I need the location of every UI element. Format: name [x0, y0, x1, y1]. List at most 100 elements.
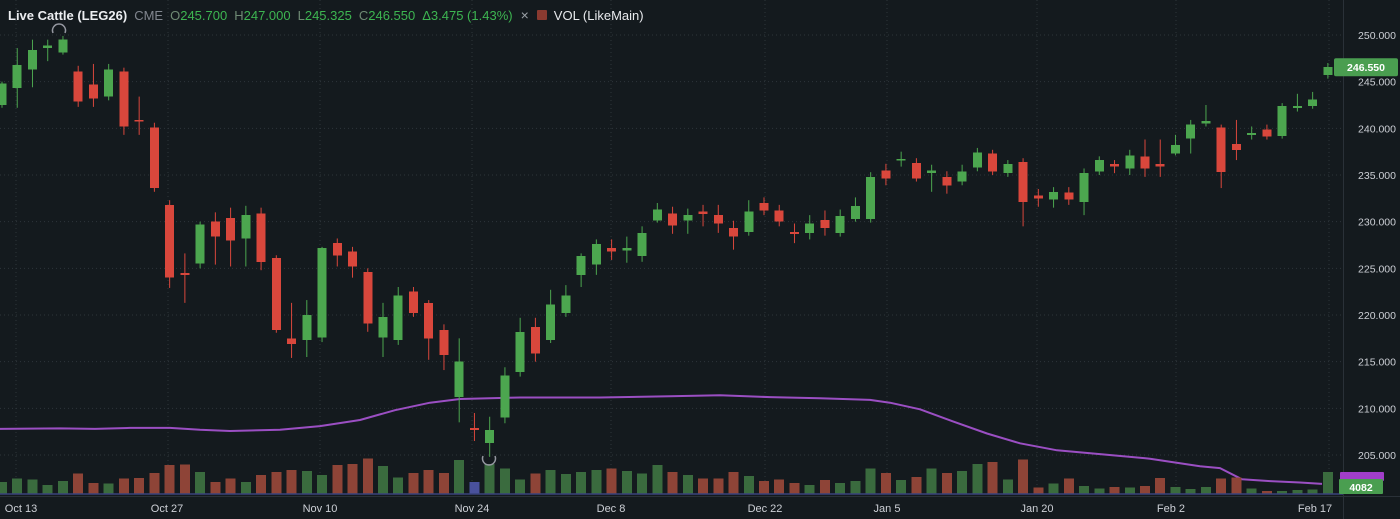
volume-bar — [560, 474, 571, 494]
candle — [378, 302, 388, 357]
volume-bar — [317, 475, 328, 494]
candle — [1170, 134, 1180, 156]
candle — [759, 197, 769, 216]
candle — [317, 246, 327, 343]
candle — [119, 67, 129, 135]
volume-bar — [240, 481, 251, 494]
volume-bar — [743, 476, 754, 494]
candle — [104, 63, 114, 101]
candle — [850, 197, 860, 222]
volume-bar — [880, 472, 891, 494]
volume-bar — [73, 473, 84, 494]
candle — [942, 171, 952, 194]
candle — [439, 324, 449, 371]
candle — [271, 255, 281, 333]
time-tick-label: Feb 17 — [1298, 503, 1332, 515]
time-tick-label: Nov 10 — [303, 503, 338, 515]
price-tick-label: 240.000 — [1358, 123, 1396, 135]
volume-bar — [118, 478, 129, 494]
volume-bar — [1200, 486, 1211, 494]
candle — [668, 206, 678, 234]
volume-bar — [286, 470, 297, 494]
candle — [530, 317, 540, 362]
volume-bar — [1140, 486, 1150, 494]
volume-bar — [347, 464, 358, 494]
candle — [408, 286, 418, 317]
volume-bar — [438, 472, 449, 494]
volume-bar — [850, 480, 861, 494]
candle — [393, 286, 403, 345]
volume-bar — [789, 482, 800, 494]
candle — [561, 285, 571, 317]
volume-bar — [926, 468, 937, 494]
volume-bar — [1246, 488, 1257, 494]
volume-bar — [545, 470, 556, 494]
volume-bar — [134, 477, 145, 494]
volume-bar — [1033, 487, 1044, 494]
volume-bar — [911, 476, 922, 494]
volume-bar — [103, 483, 114, 494]
candle — [820, 210, 830, 236]
candle — [637, 226, 647, 262]
candle — [881, 163, 891, 186]
candle — [774, 204, 784, 227]
price-tick-label: 205.000 — [1358, 450, 1396, 462]
candle — [591, 239, 601, 275]
candle — [1201, 104, 1211, 127]
volume-bar — [57, 480, 68, 494]
volume-bar — [835, 482, 846, 494]
candle — [134, 96, 144, 135]
high-marker-icon — [51, 23, 67, 34]
volume-bar — [804, 485, 815, 494]
time-tick-label: Oct 27 — [151, 503, 183, 515]
low-marker-icon — [481, 455, 497, 466]
candle — [1308, 91, 1318, 109]
indicator-label[interactable]: VOL (LikeMain) — [553, 7, 644, 23]
ohlc-low: L245.325 — [297, 7, 352, 23]
candle — [1231, 119, 1241, 161]
volume-bar — [713, 478, 724, 494]
candle — [789, 223, 799, 244]
volume-bar — [1155, 477, 1166, 494]
volume-bar — [606, 468, 617, 494]
volume-bar — [1002, 479, 1013, 494]
volume-bar — [408, 472, 419, 494]
candle — [1003, 160, 1013, 177]
last-price-badge: 246.550 — [1334, 58, 1398, 77]
ma-line-layer — [0, 394, 1323, 485]
price-tick-label: 250.000 — [1358, 30, 1396, 42]
symbol-title[interactable]: Live Cattle (LEG26) — [8, 7, 128, 23]
candle — [1079, 168, 1089, 216]
volume-bar — [728, 471, 739, 494]
time-scale[interactable]: Oct 13 Oct 27 Nov 10 Nov 24 Dec 8 Dec 22 Jan 5… — [0, 496, 1400, 516]
candle — [1064, 187, 1074, 205]
candle — [1155, 139, 1165, 177]
time-tick-label: Jan 5 — [874, 503, 901, 515]
price-scale[interactable]: 250.000 245.000 240.000 235.000 230.000 225.0… — [1334, 0, 1398, 519]
volume-bar — [1063, 478, 1074, 494]
volume-value-badge: 4082 — [1339, 479, 1383, 494]
volume-bar — [774, 479, 785, 494]
volume-bar — [957, 470, 968, 494]
volume-bar — [1216, 478, 1227, 494]
volume-bar — [576, 471, 587, 494]
volume-bar — [1261, 490, 1272, 494]
volume-bar — [1322, 471, 1333, 494]
candle — [485, 416, 495, 457]
volume-bar — [271, 471, 282, 494]
volume-bar — [149, 472, 160, 494]
volume-bar — [179, 464, 190, 494]
close-icon[interactable]: × — [520, 7, 529, 23]
candle — [348, 246, 358, 278]
price-tick-label: 235.000 — [1358, 170, 1396, 182]
volume-bar — [865, 468, 876, 494]
price-tick-label: 225.000 — [1358, 263, 1396, 275]
volume-bar — [378, 466, 388, 494]
candle — [911, 158, 921, 182]
candle — [1216, 124, 1226, 189]
candle — [195, 221, 205, 269]
volume-bar — [530, 473, 541, 494]
chart-legend: Live Cattle (LEG26) CME O245.700 H247.00… — [8, 7, 644, 23]
